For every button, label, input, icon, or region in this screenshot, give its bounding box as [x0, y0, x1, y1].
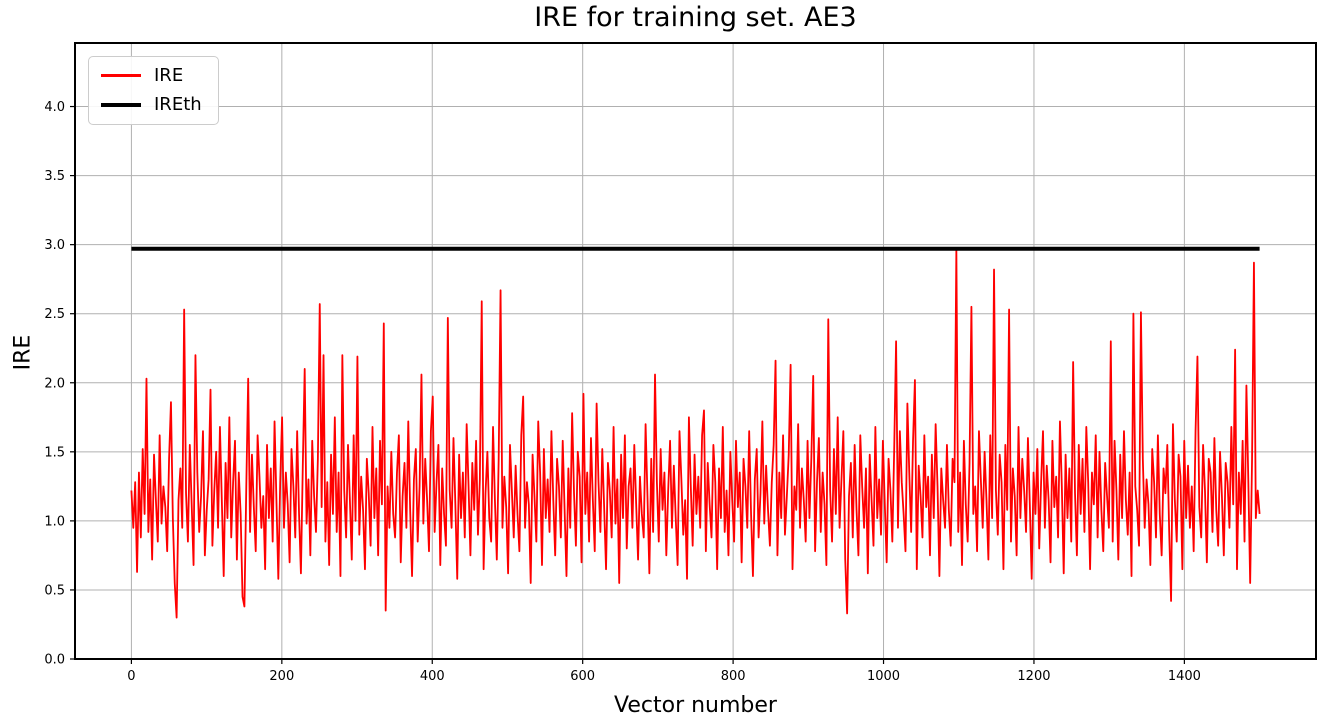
y-tick-label: 2.5	[44, 307, 65, 322]
y-tick-label: 0.0	[44, 653, 65, 668]
y-tick-label: 3.5	[44, 169, 65, 184]
y-tick-label: 1.5	[44, 445, 65, 460]
x-tick-label: 1200	[1017, 669, 1050, 684]
y-axis-label: IRE	[10, 334, 36, 371]
axes-frame	[74, 42, 1317, 660]
x-tick-label: 800	[721, 669, 746, 684]
series-line-ire	[130, 247, 1261, 619]
x-tick-label: 0	[127, 669, 135, 684]
legend-item-ire: IRE	[101, 66, 202, 86]
legend: IRE IREth	[88, 56, 219, 125]
legend-item-ireth: IREth	[101, 93, 202, 115]
x-tick-label: 600	[570, 669, 595, 684]
x-tick-label: 1400	[1168, 669, 1201, 684]
y-tick-label: 3.0	[44, 238, 65, 253]
x-tick-label: 200	[269, 669, 294, 684]
legend-line-sample-red	[101, 74, 141, 78]
y-tick-label: 1.0	[44, 514, 65, 529]
y-tick-label: 4.0	[44, 100, 65, 115]
chart-title: IRE for training set. AE3	[534, 2, 857, 33]
x-axis-label: Vector number	[614, 693, 777, 718]
legend-label-ireth: IREth	[154, 93, 202, 115]
x-tick-label: 400	[420, 669, 445, 684]
y-tick-label: 2.0	[44, 376, 65, 391]
legend-label-ire: IRE	[154, 65, 184, 86]
x-tick-label: 1000	[867, 669, 900, 684]
y-tick-label: 0.5	[44, 583, 65, 598]
legend-line-sample-black	[101, 102, 141, 107]
